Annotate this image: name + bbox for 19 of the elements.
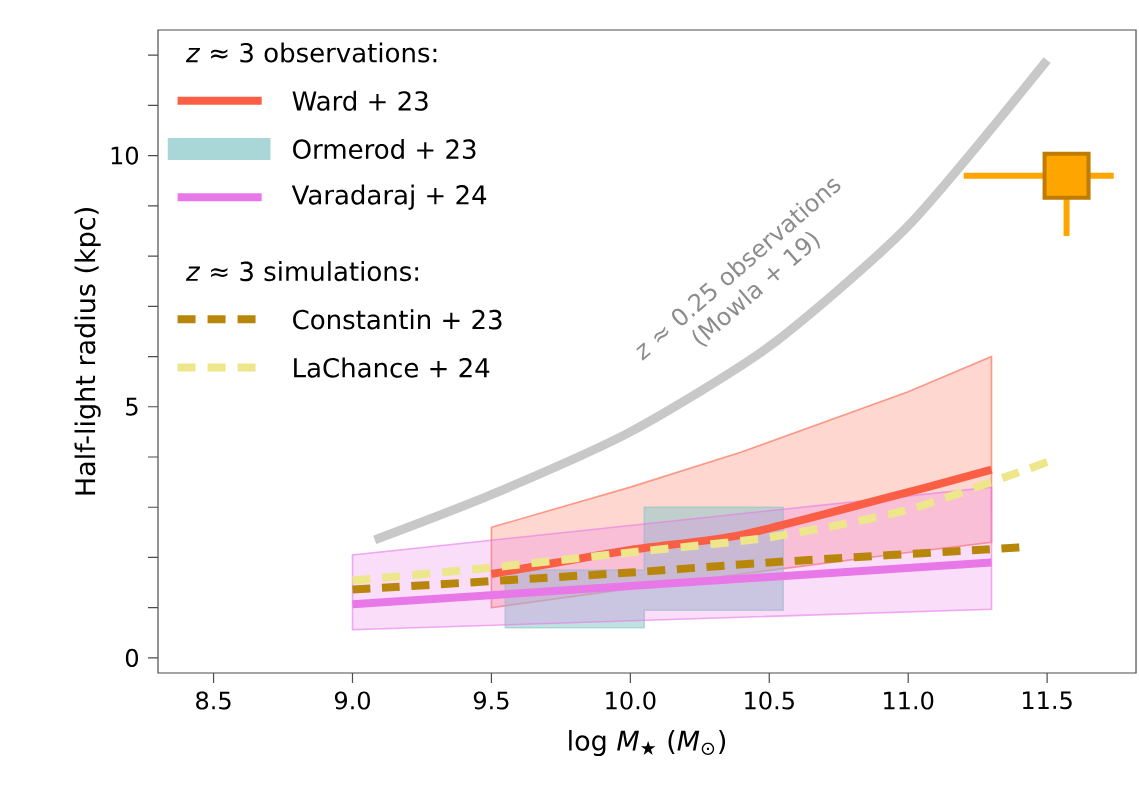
x-tick-label: 9.0: [334, 691, 370, 710]
x-tick-label: 9.5: [473, 691, 509, 710]
x-tick-label: 10.0: [606, 691, 656, 710]
x-tick-label: 10.5: [745, 691, 794, 710]
x-tick-label: 11.5: [1023, 691, 1072, 710]
x-axis-title: log M$_{★}$ (M$_{⊙}$): [569, 729, 726, 757]
y-tick-label: 10: [111, 146, 138, 165]
legend-label: Constantin + 23: [293, 309, 502, 330]
annotation: z ≈ 3 simulations:: [185, 261, 419, 282]
x-tick-label: 11.0: [884, 691, 934, 710]
legend-label: Ormerod + 23: [293, 138, 476, 160]
y-tick-label: 5: [126, 397, 138, 416]
annotation: z ≈ 3 observations:: [185, 42, 437, 63]
y-tick-label: 0: [125, 648, 139, 668]
legend-label: Varadaraj + 24: [291, 184, 487, 210]
legend-label: LaChance + 24: [294, 357, 490, 378]
x-tick-label: 8.5: [196, 691, 231, 710]
legend-label: Ward + 23: [292, 90, 428, 111]
y-axis-title: Half-light radius (kpc): [74, 208, 101, 495]
